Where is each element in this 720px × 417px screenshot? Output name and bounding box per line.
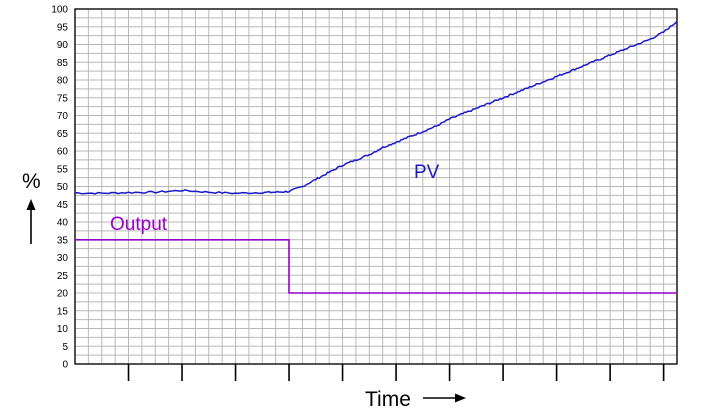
series-label-pv: PV	[414, 162, 440, 183]
y-tick-label: 85	[57, 58, 69, 69]
plot-border	[74, 8, 678, 365]
y-tick-label: 70	[57, 111, 69, 122]
y-tick-label: 80	[57, 76, 69, 87]
series-label-output: Output	[110, 214, 168, 235]
y-tick-label: 25	[57, 271, 69, 282]
y-tick-label: 30	[57, 253, 69, 264]
y-tick-label: 65	[57, 129, 69, 140]
y-tick-labels: 0 5 10 15 20 25 30 35 40 45 50 55 60 65 70 75 80 85 90 95 10…	[51, 5, 68, 371]
y-tick-label: 0	[62, 360, 68, 371]
y-tick-label: 5	[62, 342, 68, 353]
y-tick-label: 95	[57, 22, 69, 33]
y-axis-label: %	[22, 170, 41, 193]
y-tick-label: 55	[57, 164, 69, 175]
y-tick-label: 35	[57, 235, 69, 246]
series-line-pv	[74, 20, 678, 195]
series-line-output	[75, 239, 677, 294]
y-tick-label: 75	[57, 93, 69, 104]
x-major-ticks	[127, 364, 665, 381]
y-tick-label: 60	[57, 147, 69, 158]
y-tick-label: 40	[57, 218, 69, 229]
grid	[74, 8, 678, 365]
y-tick-label: 100	[51, 5, 68, 16]
x-axis-label: Time	[365, 388, 411, 411]
x-axis-arrow-icon	[423, 393, 466, 403]
y-tick-label: 50	[57, 182, 69, 193]
y-tick-label: 15	[57, 306, 69, 317]
y-tick-label: 10	[57, 324, 69, 335]
plot-lines	[74, 20, 678, 294]
y-tick-label: 20	[57, 289, 69, 300]
y-axis-arrow-icon	[26, 199, 36, 244]
y-tick-label: 45	[57, 200, 69, 211]
y-tick-label: 90	[57, 40, 69, 51]
